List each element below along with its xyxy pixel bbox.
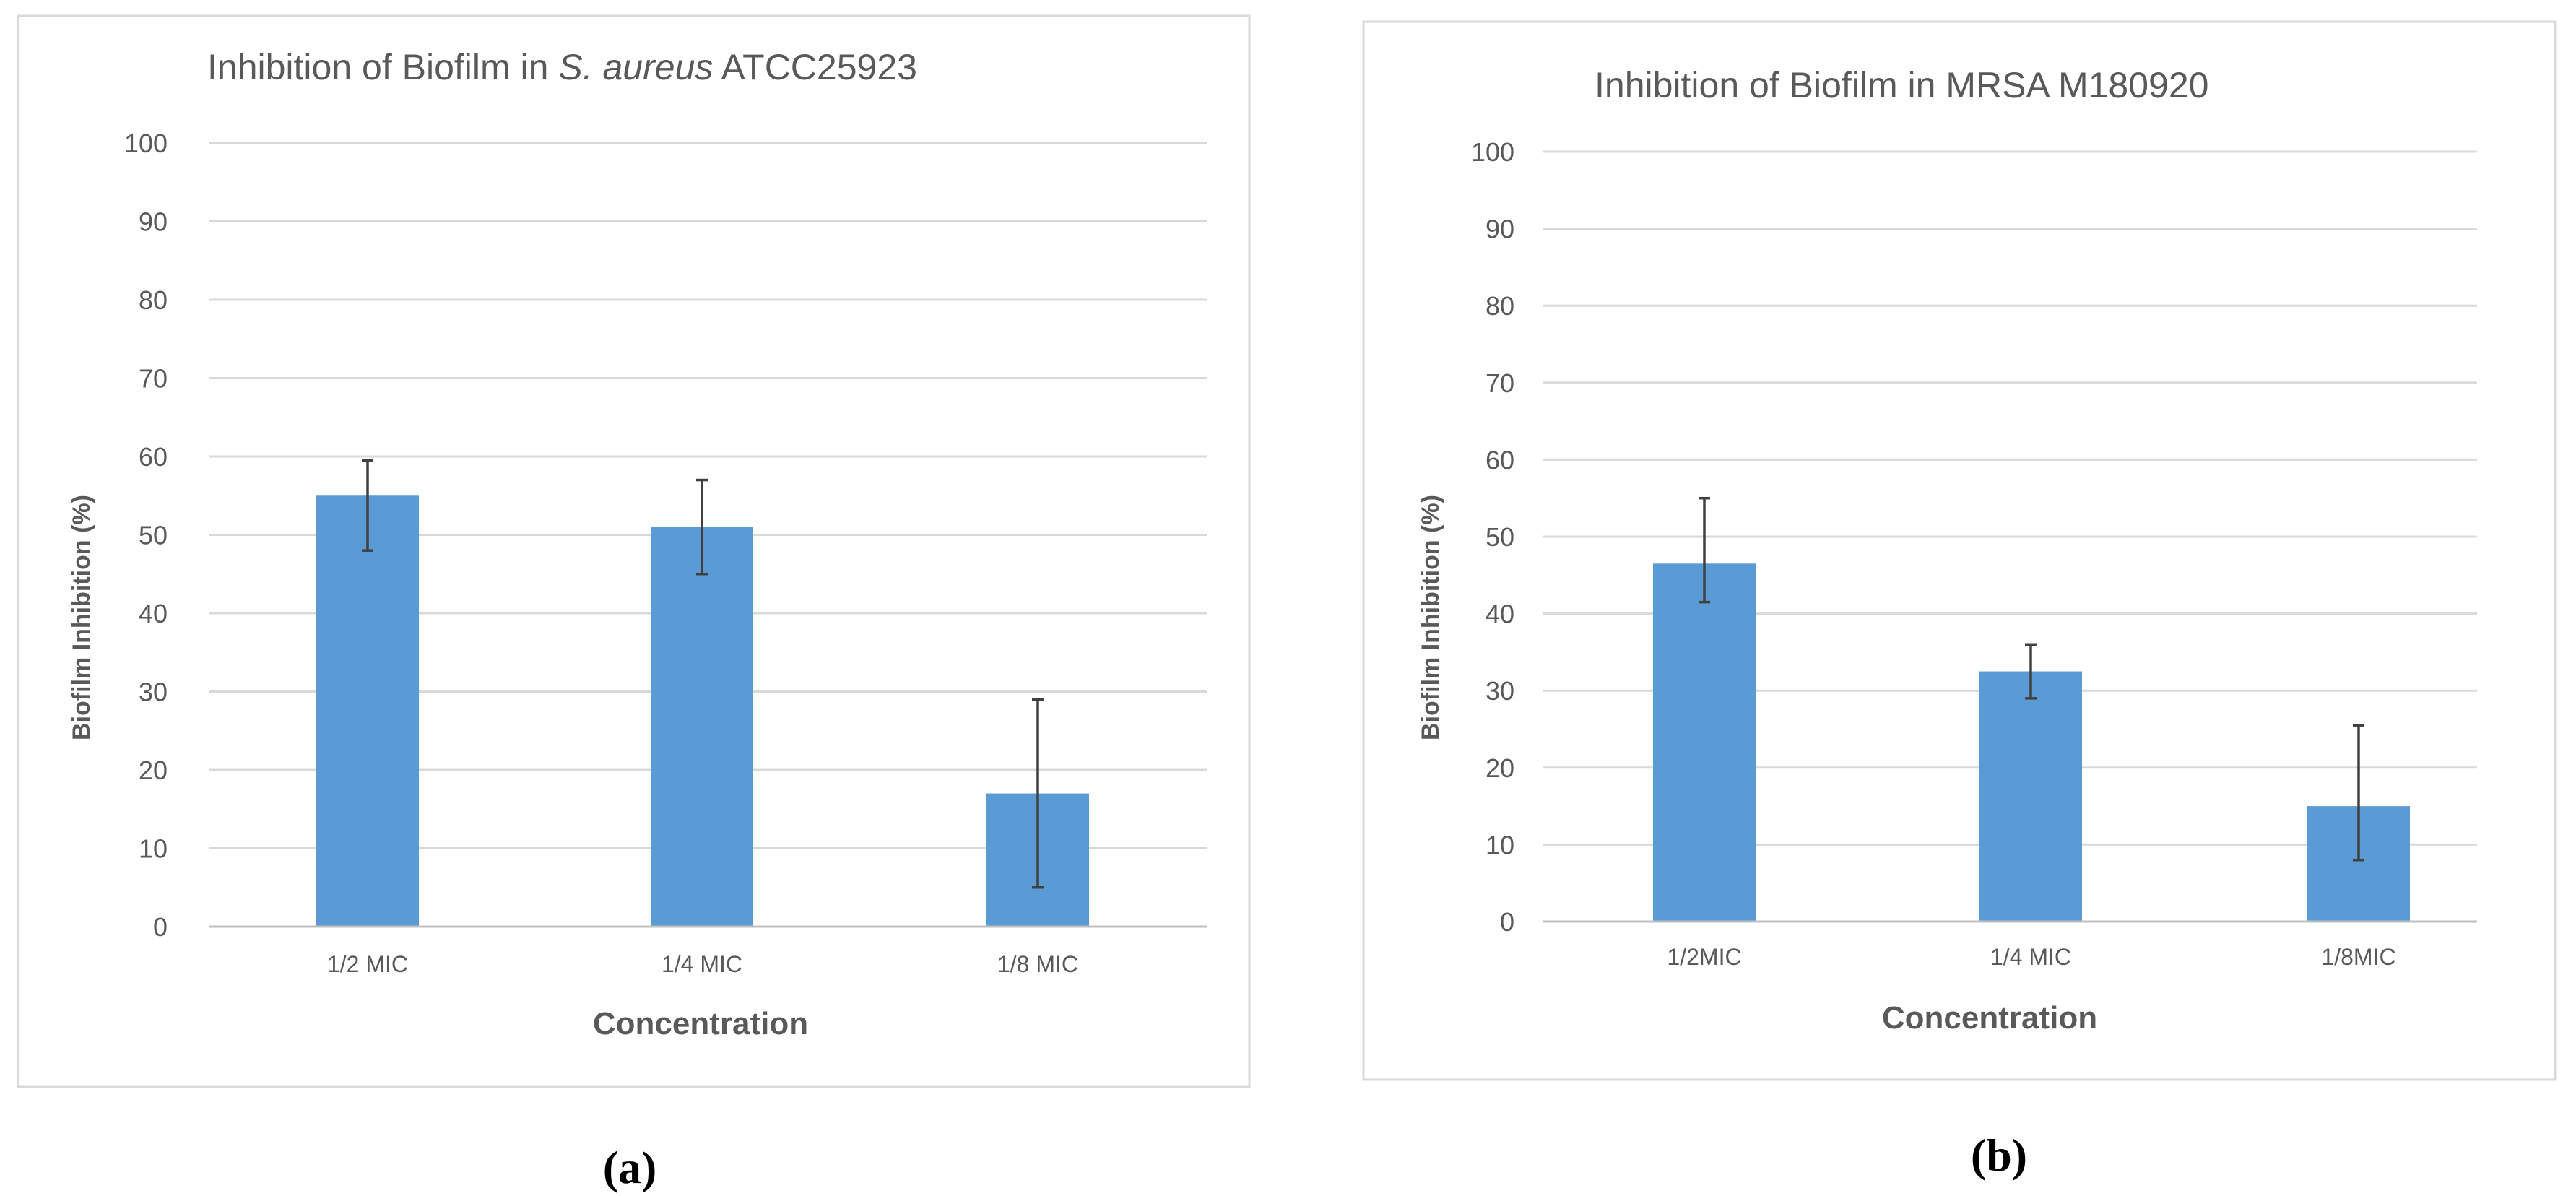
bar-b-1 — [1653, 563, 1756, 922]
x-category-labels-b: 1/2MIC 1/4 MIC 1/8MIC — [1667, 944, 2395, 970]
y-tick-label-b-70: 70 — [1486, 368, 1514, 398]
chart-title-a-part-3: ATCC25923 — [713, 47, 917, 87]
bar-a-2 — [651, 526, 753, 927]
y-tick-label-a-10: 10 — [139, 834, 168, 864]
y-axis-title-b: Biofilm Inhibition (%) — [1417, 495, 1444, 740]
y-tick-label-a-40: 40 — [139, 599, 168, 628]
error-bar-b-2 — [2025, 643, 2037, 700]
x-axis-title-a: Concentration — [593, 1006, 808, 1041]
panel-label-b: (b) — [1971, 1130, 2027, 1181]
x-category-label-a-1: 1/2 MIC — [327, 951, 408, 977]
y-tick-label-b-10: 10 — [1486, 830, 1514, 859]
chart-title-b: Inhibition of Biofilm in MRSA M180920 — [1595, 65, 2208, 105]
error-bars-b — [1699, 496, 2364, 862]
x-category-label-b-2: 1/4 MIC — [1990, 944, 2071, 970]
y-tick-label-a-30: 30 — [139, 677, 168, 707]
panel-label-a: (a) — [603, 1142, 657, 1193]
chart-title-b-part-1: Inhibition of Biofilm in MRSA M180920 — [1595, 65, 2208, 105]
y-tick-label-b-30: 30 — [1486, 676, 1514, 706]
y-tick-label-b-100: 100 — [1471, 137, 1514, 167]
x-category-labels-a: 1/2 MIC 1/4 MIC 1/8 MIC — [327, 951, 1078, 977]
y-tick-label-b-90: 90 — [1486, 214, 1514, 244]
x-axis-title-b: Concentration — [1882, 1000, 2097, 1036]
x-category-label-b-3: 1/8MIC — [2321, 944, 2395, 970]
y-tick-label-a-60: 60 — [139, 442, 168, 472]
x-category-label-a-3: 1/8 MIC — [997, 951, 1078, 977]
chart-title-a-part-2: S. aureus — [558, 47, 713, 87]
error-bar-a-3 — [1032, 698, 1044, 889]
y-axis-title-a: Biofilm Inhibition (%) — [68, 495, 95, 740]
y-tick-label-b-50: 50 — [1486, 522, 1514, 552]
x-category-label-a-2: 1/4 MIC — [662, 951, 742, 977]
chart-title-a: Inhibition of Biofilm in S. aureus ATCC2… — [207, 47, 917, 87]
y-tick-label-a-100: 100 — [124, 129, 168, 158]
bar-b-2 — [1979, 671, 2082, 922]
y-tick-label-a-90: 90 — [139, 207, 168, 237]
error-bar-a-1 — [362, 459, 373, 552]
y-tick-label-b-20: 20 — [1486, 753, 1514, 783]
y-tick-label-a-70: 70 — [139, 364, 168, 394]
y-tick-label-a-50: 50 — [139, 521, 168, 550]
chart-panel-b: Inhibition of Biofilm in MRSA M180920 0 1… — [1362, 20, 2557, 1181]
y-tick-labels-b: 0 10 20 30 40 50 60 70 80 90 100 — [1471, 137, 1514, 937]
y-tick-label-a-20: 20 — [139, 755, 168, 785]
bar-a-1 — [316, 495, 419, 927]
y-tick-label-b-80: 80 — [1486, 291, 1514, 321]
y-tick-label-b-60: 60 — [1486, 445, 1514, 474]
error-bar-b-3 — [2353, 724, 2364, 862]
y-tick-label-b-40: 40 — [1486, 599, 1514, 629]
bars-a — [316, 495, 1089, 927]
error-bar-b-1 — [1699, 496, 1710, 604]
chart-title-a-part-1: Inhibition of Biofilm in — [207, 47, 558, 87]
x-category-label-b-1: 1/2MIC — [1667, 944, 1741, 970]
error-bars-a — [362, 459, 1044, 889]
y-tick-label-a-80: 80 — [139, 285, 168, 315]
y-tick-labels-a: 0 10 20 30 40 50 60 70 80 90 100 — [124, 129, 168, 942]
y-tick-label-b-0: 0 — [1500, 907, 1514, 937]
bars-b — [1653, 563, 2410, 922]
y-tick-label-a-0: 0 — [153, 912, 168, 942]
error-bar-a-2 — [696, 478, 708, 576]
chart-panel-a: Inhibition of Biofilm in S. aureus ATCC2… — [17, 14, 1251, 1193]
